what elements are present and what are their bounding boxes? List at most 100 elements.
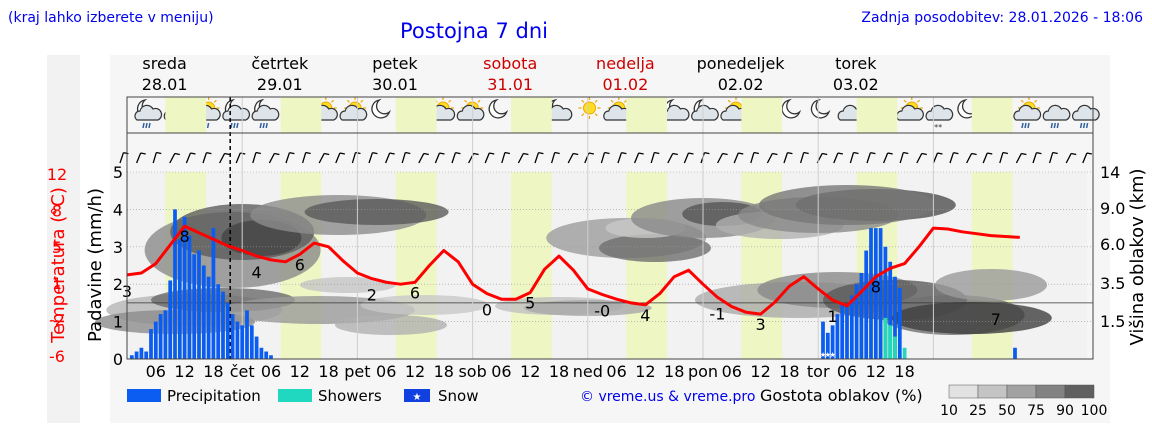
credit-link: © vreme.us & vreme.pro bbox=[580, 389, 755, 405]
wind-barb-flag bbox=[339, 152, 345, 155]
wind-barb-flag bbox=[1021, 152, 1027, 156]
wind-barb-flag bbox=[1086, 152, 1092, 155]
cloud-shape bbox=[339, 104, 368, 121]
wind-barb bbox=[335, 152, 341, 164]
precipitation-bar bbox=[163, 310, 168, 359]
x-tick: 18 bbox=[664, 362, 684, 381]
wind-barb bbox=[152, 152, 157, 164]
wind-barb bbox=[517, 153, 524, 164]
temperature-label: 7 bbox=[991, 310, 1001, 329]
wind-barb bbox=[252, 152, 257, 164]
temperature-tick: 12 bbox=[47, 165, 67, 184]
moon-cloud-rain-icon bbox=[251, 98, 280, 129]
legend-precipitation-swatch bbox=[127, 389, 161, 402]
wind-barb bbox=[1065, 153, 1072, 164]
wind-barb bbox=[202, 152, 208, 164]
cloud-rain-icon bbox=[1042, 104, 1071, 129]
wind-barb-flag bbox=[772, 152, 778, 156]
wind-barb-flag bbox=[405, 151, 411, 155]
wind-barb bbox=[418, 153, 425, 164]
precipitation-bar bbox=[134, 351, 139, 359]
cloud-height-tick: 6.0 bbox=[1100, 235, 1125, 254]
precipitation-bar bbox=[173, 209, 177, 359]
x-tick: sob bbox=[458, 362, 486, 381]
wind-barb bbox=[783, 152, 789, 164]
cloud-density-area bbox=[891, 302, 1052, 334]
wind-barb bbox=[600, 152, 606, 164]
sun-ray bbox=[610, 99, 614, 103]
wind-barb bbox=[899, 152, 904, 164]
precipitation-bar bbox=[264, 351, 269, 359]
cloud-height-tick: 9.0 bbox=[1100, 199, 1125, 218]
wind-barb-flag bbox=[704, 152, 710, 155]
wind-barb-flag bbox=[937, 152, 943, 155]
legend: Precipitation Showers ★ Snow © vreme.us & vr… bbox=[127, 384, 1107, 419]
temperature-label: 8 bbox=[871, 278, 881, 297]
sun-ray bbox=[594, 113, 598, 117]
precipitation-bar bbox=[168, 280, 173, 359]
precipitation-bar bbox=[192, 254, 197, 359]
precipitation-bar bbox=[835, 314, 840, 359]
precipitation-bar bbox=[893, 276, 897, 359]
precipitation-bar bbox=[149, 329, 153, 359]
x-tick: 18 bbox=[549, 362, 569, 381]
day-name: nedelja bbox=[596, 54, 655, 73]
wind-barb-flag bbox=[255, 151, 262, 155]
showers-bar bbox=[888, 325, 893, 359]
wind-barb bbox=[849, 152, 855, 164]
x-tick: ned bbox=[573, 362, 603, 381]
daylight-band bbox=[626, 172, 667, 359]
sun-ray bbox=[477, 99, 481, 103]
precipitation-tick: 0 bbox=[113, 350, 123, 369]
cloud-shape bbox=[222, 104, 251, 121]
x-tick: 12 bbox=[290, 362, 310, 381]
temperature-label: 8 bbox=[180, 227, 190, 246]
precipitation-bar bbox=[158, 314, 163, 359]
precipitation-bar bbox=[216, 284, 221, 359]
wind-barb bbox=[683, 152, 690, 164]
precipitation-bar bbox=[254, 336, 259, 359]
precipitation-bar bbox=[177, 239, 182, 359]
last-update: Zadnja posodobitev: 28.01.2026 - 18:06 bbox=[861, 10, 1143, 26]
cloud-density-swatch bbox=[1064, 384, 1095, 399]
precipitation-axis-label: Padavine (mm/h) bbox=[85, 188, 106, 342]
wind-barb bbox=[1032, 152, 1038, 164]
wind-barb-flag bbox=[1036, 152, 1042, 155]
daylight-band-icons bbox=[741, 97, 783, 133]
x-tick: 18 bbox=[203, 362, 223, 381]
wind-barb-flag bbox=[672, 152, 678, 156]
rain-drop bbox=[265, 122, 268, 129]
cloud-density-area bbox=[360, 295, 489, 315]
wind-barb bbox=[766, 153, 773, 164]
sun-ray bbox=[727, 99, 731, 103]
wind-barb bbox=[301, 152, 307, 164]
rain-drop bbox=[206, 122, 210, 129]
menu-hint[interactable]: (kraj lahko izberete v meniju) bbox=[8, 10, 214, 26]
wind-barb-flag bbox=[803, 151, 809, 155]
precipitation-bar bbox=[869, 228, 873, 359]
wind-barb-flag bbox=[1052, 151, 1058, 155]
wind-barb-flag bbox=[206, 152, 212, 155]
cloud-density-swatch bbox=[1035, 384, 1066, 399]
day-name: četrtek bbox=[251, 54, 309, 73]
wind-barb bbox=[219, 153, 226, 164]
wind-barb-flag bbox=[439, 152, 445, 155]
wind-barb-flag bbox=[140, 152, 146, 155]
rain-drop bbox=[1050, 122, 1054, 129]
wind-barb-flag bbox=[305, 151, 311, 155]
precipitation-bar bbox=[201, 265, 206, 359]
precipitation-bar bbox=[897, 287, 902, 359]
daylight-band-icons bbox=[856, 97, 898, 133]
precipitation-bar bbox=[225, 302, 230, 359]
precipitation-bar bbox=[269, 355, 273, 359]
temperature-label: 5 bbox=[525, 294, 535, 313]
wind-barb bbox=[119, 152, 125, 164]
precipitation-bar bbox=[845, 306, 849, 359]
wind-barb-flag bbox=[289, 152, 295, 155]
x-tick: 18 bbox=[434, 362, 454, 381]
day-name: torek bbox=[835, 54, 877, 73]
wind-barb bbox=[534, 152, 540, 164]
wind-barb-flag bbox=[887, 152, 893, 155]
wind-barb-flag bbox=[504, 151, 511, 155]
